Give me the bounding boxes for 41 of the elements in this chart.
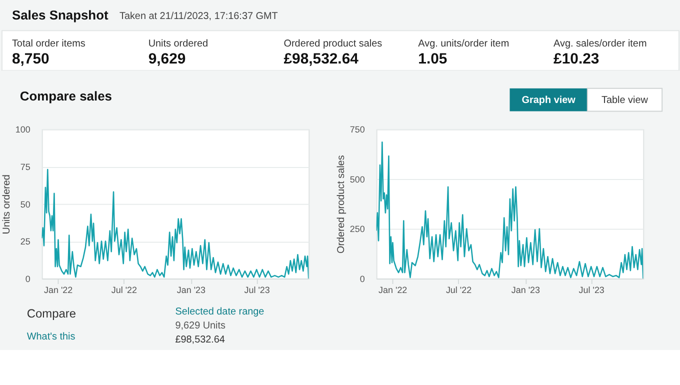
y-tick-label: 100 — [15, 124, 30, 135]
text: Compare sales — [20, 88, 112, 104]
x-tick-label: Jan '23 — [176, 284, 206, 295]
text: 1.05 — [418, 50, 448, 68]
y-tick-label: 750 — [350, 124, 365, 135]
text: Compare — [26, 306, 76, 320]
text: Units ordered — [148, 38, 208, 50]
text: 9,629 Units — [175, 320, 226, 332]
text: Selected date range — [175, 306, 265, 318]
y-tick-label: 75 — [20, 162, 30, 172]
text: Table view — [602, 94, 649, 106]
x-tick-label: Jul '22 — [446, 284, 472, 295]
text: Taken at 21/11/2023, 17:16:37 GMT — [119, 11, 278, 22]
x-tick-label: Jul '23 — [244, 284, 270, 295]
y-tick-label: 50 — [20, 199, 30, 210]
text: Graph view — [522, 94, 576, 106]
line-series — [376, 141, 644, 279]
y-axis-title: Ordered product sales — [336, 155, 347, 254]
text: £10.23 — [554, 50, 600, 68]
text: £98,532.64 — [284, 50, 360, 68]
text: Avg. sales/order item — [554, 38, 647, 50]
y-axis-title: Units ordered — [1, 174, 12, 234]
text: What's this — [26, 331, 76, 342]
line-series — [42, 168, 309, 279]
x-tick-label: Jan '22 — [378, 284, 408, 295]
text: Ordered product sales — [284, 38, 382, 50]
y-tick-label: 25 — [20, 236, 30, 247]
y-tick-label: 0 — [25, 274, 30, 284]
text: 8,750 — [12, 50, 50, 68]
text: Total order items — [12, 38, 86, 50]
x-tick-label: Jul '23 — [578, 284, 604, 295]
text: Sales Snapshot — [12, 8, 109, 23]
x-tick-label: Jan '23 — [511, 284, 540, 295]
y-tick-label: 250 — [350, 224, 365, 234]
text: 9,629 — [148, 50, 186, 68]
text: £98,532.64 — [175, 334, 226, 346]
x-tick-label: Jul '22 — [111, 284, 138, 295]
x-tick-label: Jan '22 — [44, 284, 73, 295]
y-tick-label: 0 — [360, 274, 365, 284]
y-tick-label: 500 — [350, 174, 365, 184]
text: Avg. units/order item — [418, 38, 510, 50]
